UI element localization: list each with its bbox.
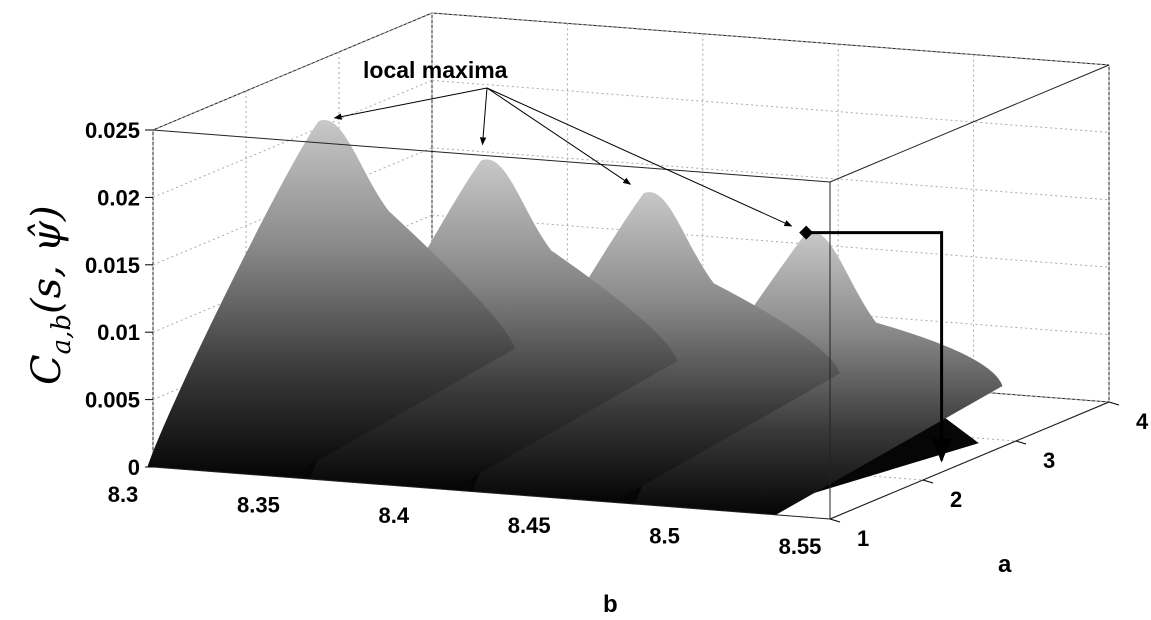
z-axis-label-main: C xyxy=(24,354,70,385)
annotation-label: local maxima xyxy=(363,57,508,83)
grid-line xyxy=(431,282,1110,336)
surface-peak xyxy=(147,119,516,478)
annotation-arrow xyxy=(486,87,793,227)
box-edge xyxy=(829,401,1110,520)
grid-line xyxy=(431,147,1110,201)
x-tick-label: 8.5 xyxy=(649,524,680,549)
axes-front-edges xyxy=(152,64,1110,520)
grid-line xyxy=(431,79,1110,133)
y-tick-mark xyxy=(922,479,934,484)
x-tick-label: 8.3 xyxy=(108,482,139,507)
annotation-group: local maxima xyxy=(333,57,952,463)
grid-line xyxy=(431,12,1110,66)
annotation-arrow xyxy=(486,87,632,185)
x-axis-label: b xyxy=(603,591,618,618)
z-tick-label: 0.01 xyxy=(97,320,140,345)
x-tick-label: 8.35 xyxy=(237,492,280,517)
y-axis-label: a xyxy=(998,551,1012,578)
x-tick-label: 8.4 xyxy=(379,503,410,528)
y-tick-mark xyxy=(1015,440,1027,445)
grid-line xyxy=(431,214,1110,268)
annotation-arrow xyxy=(333,87,488,120)
z-tick-label: 0.015 xyxy=(85,253,140,278)
z-axis-label: Ca,b(s, ψ̂) xyxy=(24,205,77,385)
projection-arrow xyxy=(806,231,952,463)
x-tick-label: 8.55 xyxy=(779,534,822,559)
z-axis-label-args: (s, ψ̂) xyxy=(24,205,70,314)
y-tick-mark xyxy=(1108,401,1120,406)
annotation-arrow xyxy=(479,87,488,146)
box-edge xyxy=(152,466,831,520)
y-tick-label: 4 xyxy=(1136,409,1149,434)
box-edge xyxy=(829,64,1110,183)
y-tick-label: 2 xyxy=(950,487,962,512)
y-tick-mark xyxy=(829,518,841,523)
grid-line xyxy=(152,79,433,198)
z-tick-label: 0.005 xyxy=(85,388,140,413)
z-tick-label: 0 xyxy=(128,455,140,480)
surface xyxy=(147,119,1003,515)
x-tick-label: 8.45 xyxy=(508,513,551,538)
z-tick-label: 0.02 xyxy=(97,185,140,210)
y-tick-label: 3 xyxy=(1043,448,1055,473)
z-tick-label: 0.025 xyxy=(85,118,140,143)
box-edge xyxy=(152,129,831,183)
grid-line xyxy=(152,12,433,131)
tick-labels: 0 0.005 0.01 0.015 0.02 0.025 8.3 8.35 8.4 8.45 8.… xyxy=(85,118,1149,559)
svg-text:Ca,b(s, ψ̂): Ca,b(s, ψ̂) xyxy=(24,205,77,385)
grid-line xyxy=(431,349,1110,403)
z-axis-label-sub: a,b xyxy=(47,314,77,354)
y-tick-label: 1 xyxy=(857,526,869,551)
